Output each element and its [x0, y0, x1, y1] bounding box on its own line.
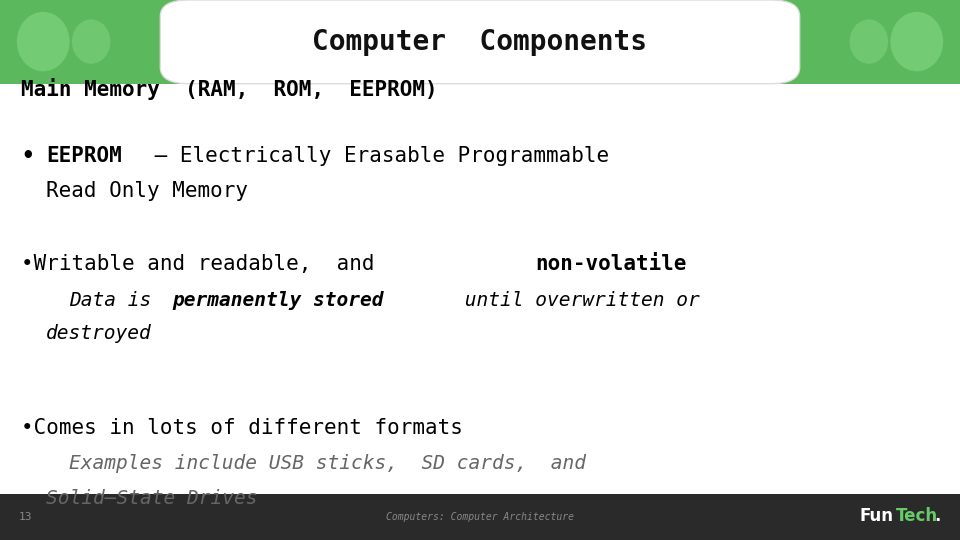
Text: .: . — [934, 507, 941, 525]
Text: Main Memory  (RAM,  ROM,  EEPROM): Main Memory (RAM, ROM, EEPROM) — [21, 78, 438, 100]
FancyBboxPatch shape — [160, 0, 800, 84]
Text: •Writable and readable,  and: •Writable and readable, and — [21, 254, 387, 274]
Bar — [0, 0, 960, 84]
Text: Fun: Fun — [859, 507, 893, 525]
Ellipse shape — [891, 12, 943, 71]
Text: Tech: Tech — [896, 507, 938, 525]
Text: Examples include USB sticks,  SD cards,  and: Examples include USB sticks, SD cards, a… — [69, 454, 587, 472]
Ellipse shape — [16, 12, 69, 71]
Text: •Comes in lots of different formats: •Comes in lots of different formats — [21, 418, 463, 438]
Text: 13: 13 — [19, 512, 33, 522]
Ellipse shape — [72, 19, 110, 64]
Text: Computer  Components: Computer Components — [313, 28, 647, 56]
Text: EEPROM: EEPROM — [46, 146, 122, 166]
Text: destroyed: destroyed — [46, 324, 152, 343]
Bar — [0, 494, 960, 540]
Text: permanently stored: permanently stored — [173, 291, 384, 309]
Ellipse shape — [850, 19, 888, 64]
Text: non-volatile: non-volatile — [536, 254, 687, 274]
Text: Data is: Data is — [69, 291, 163, 309]
Text: •: • — [21, 146, 34, 166]
Text: Solid–State Drives: Solid–State Drives — [46, 489, 257, 508]
Text: Computers: Computer Architecture: Computers: Computer Architecture — [386, 512, 574, 522]
Text: until overwritten or: until overwritten or — [453, 291, 700, 309]
Text: Read Only Memory: Read Only Memory — [46, 181, 248, 201]
Text: – Electrically Erasable Programmable: – Electrically Erasable Programmable — [142, 146, 610, 166]
